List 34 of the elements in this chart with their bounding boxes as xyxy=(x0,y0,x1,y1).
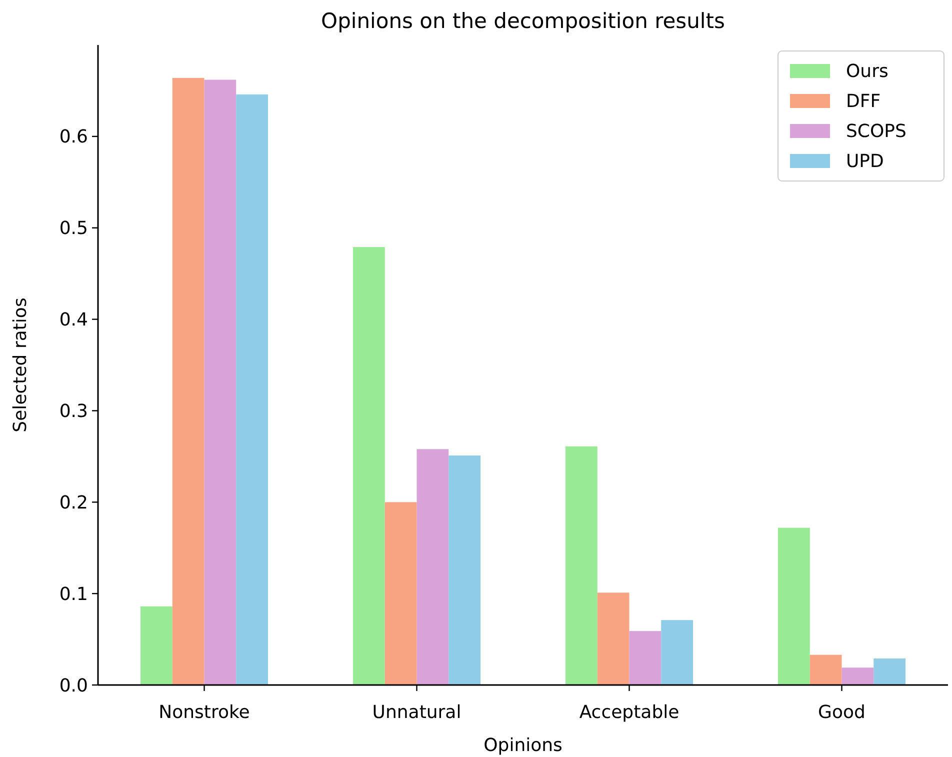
bar xyxy=(140,606,172,685)
bar xyxy=(842,668,874,685)
bar xyxy=(874,658,906,685)
y-tick-label: 0.5 xyxy=(59,218,88,240)
legend-label: SCOPS xyxy=(846,121,906,142)
y-tick-label: 0.1 xyxy=(59,584,88,605)
bar xyxy=(661,620,693,685)
bar xyxy=(778,528,810,685)
y-tick-label: 0.3 xyxy=(59,401,88,422)
x-axis-title: Opinions xyxy=(484,735,562,756)
bar xyxy=(448,456,480,685)
x-tick-label: Unnatural xyxy=(372,702,462,723)
x-tick-label: Acceptable xyxy=(579,702,680,723)
legend-label: DFF xyxy=(846,91,881,112)
bar xyxy=(629,631,662,685)
bar xyxy=(416,449,449,685)
x-tick-label: Nonstroke xyxy=(158,702,250,723)
y-tick-label: 0.0 xyxy=(59,675,88,696)
chart-title: Opinions on the decomposition results xyxy=(321,9,725,33)
bar xyxy=(384,502,417,685)
y-tick-label: 0.2 xyxy=(59,492,88,514)
y-tick-label: 0.6 xyxy=(59,126,88,148)
y-axis-title: Selected ratios xyxy=(10,298,31,432)
bar xyxy=(597,592,630,685)
legend-label: Ours xyxy=(846,61,888,82)
x-tick-label: Good xyxy=(818,702,866,723)
y-tick-label: 0.4 xyxy=(59,310,88,331)
bar xyxy=(204,80,236,685)
bar xyxy=(236,94,268,685)
bar xyxy=(566,446,598,685)
legend-label: UPD xyxy=(846,151,884,172)
bar xyxy=(353,247,385,685)
bar xyxy=(172,78,204,685)
bar xyxy=(810,654,842,685)
